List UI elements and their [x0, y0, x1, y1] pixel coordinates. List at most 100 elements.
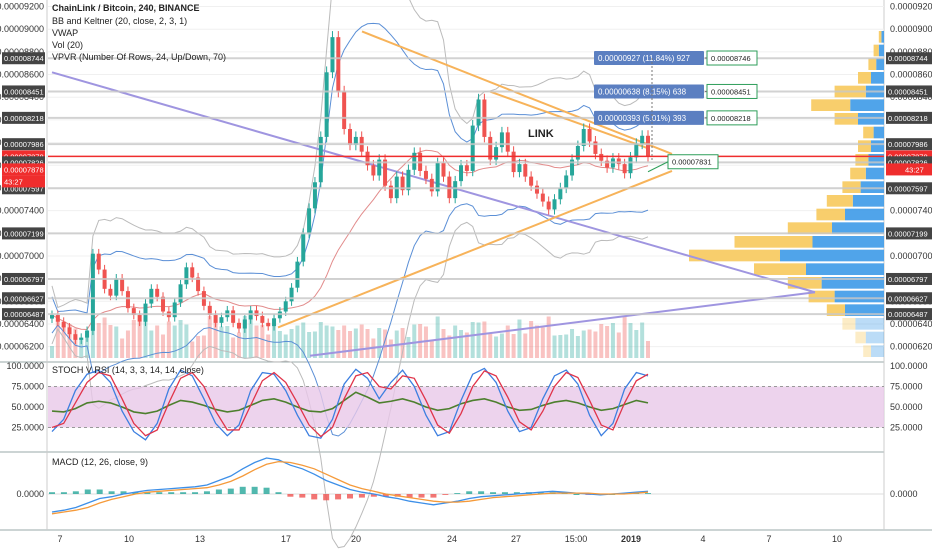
candle-body [348, 128, 352, 145]
legend-macd[interactable]: MACD (12, 26, close, 9) [52, 457, 148, 467]
candle-body [295, 261, 300, 288]
right-price-tag-label: 0.00006627 [888, 294, 928, 303]
volume-profile-down-bar [816, 208, 845, 221]
right-tick-label: 0.00008800 [890, 47, 932, 57]
candle-body [231, 310, 236, 323]
macd-pane: 0.0000 0.0000 [16, 457, 918, 515]
volume-bar [505, 325, 510, 358]
volume-bar [616, 332, 621, 358]
candle-body [628, 157, 633, 174]
left-tick-label: 0.00008800 [0, 47, 44, 57]
candle-body [90, 253, 95, 331]
candle-body [143, 303, 148, 322]
candle-body [131, 308, 136, 315]
time-tick-label: 10 [832, 534, 842, 544]
volume-bar [61, 324, 66, 358]
chart-title: ChainLink / Bitcoin, 240, BINANCE [52, 3, 200, 13]
legend-bb-keltner[interactable]: BB and Keltner (20, close, 2, 3, 1) [52, 16, 187, 26]
volume-profile-down-bar [826, 304, 845, 316]
candle-body [242, 319, 247, 329]
stoch-left-tick: 100.0000 [6, 361, 44, 371]
candle-body [312, 182, 317, 209]
stoch-left-tick: 75.0000 [11, 382, 44, 392]
volume-bar [190, 341, 195, 358]
candle-body [435, 162, 440, 192]
candle-body [494, 147, 499, 160]
candle-body [529, 176, 534, 186]
volume-bar [464, 332, 469, 358]
volume-profile-down-bar [858, 140, 871, 152]
candle-body [599, 153, 604, 161]
candle-body [464, 165, 469, 171]
volume-bar [90, 318, 95, 358]
volume-bar [587, 329, 592, 358]
right-price-tag [886, 111, 932, 124]
volume-bar [423, 326, 428, 358]
measure-label: 0.00000638 (8.15%) 638 [598, 87, 687, 96]
left-tick-label: 0.00008600 [0, 70, 44, 80]
macd-histogram-bar [347, 494, 353, 499]
macd-histogram-bar [60, 492, 67, 494]
volume-bar [131, 320, 136, 358]
volume-profile-down-bar [863, 345, 871, 357]
macd-histogram-bar [156, 492, 163, 494]
volume-profile-up-bar [834, 290, 884, 303]
legend-volume[interactable]: Vol (20) [52, 40, 83, 50]
right-tick-label: 0.00008600 [890, 70, 932, 80]
volume-profile-up-bar [806, 263, 884, 275]
candle-body [190, 267, 195, 278]
candle-body [114, 278, 119, 296]
left-price-tag [2, 308, 45, 321]
macd-right-tick: 0.0000 [890, 489, 918, 499]
left-tick-label: 0.00006400 [0, 319, 44, 329]
right-price-tag-label: 0.00008744 [888, 54, 928, 63]
candle-body [236, 322, 241, 329]
legend-vwap[interactable]: VWAP [52, 28, 78, 38]
volume-profile-up-bar [868, 154, 884, 166]
volume-bar [242, 316, 247, 358]
candle-body [353, 136, 358, 145]
candle-body [342, 91, 347, 129]
volume-profile-up-bar [852, 195, 884, 207]
candle-body [336, 37, 341, 92]
macd-histogram-bar [108, 491, 115, 494]
volume-bar [441, 329, 446, 358]
right-price-tag-label: 0.00006797 [888, 275, 928, 284]
left-price-tag [2, 272, 45, 285]
time-tick-label: 2019 [621, 534, 641, 544]
volume-profile-down-bar [787, 277, 822, 289]
legend-vpvr[interactable]: VPVR (Number Of Rows, 24, Up/Down, 70) [52, 52, 226, 62]
volume-bar [248, 316, 253, 358]
volume-bar [476, 322, 481, 358]
volume-profile [689, 31, 884, 357]
candle-body [523, 164, 528, 177]
time-tick-label: 20 [351, 534, 361, 544]
right-tick-label: 0.00009200 [890, 2, 932, 12]
candle-body [161, 296, 166, 312]
purple-ascending-trendline [309, 291, 816, 357]
volume-profile-down-bar [863, 126, 874, 139]
macd-histogram-bar [96, 489, 103, 494]
volume-bar [540, 327, 545, 358]
macd-histogram-bar [144, 492, 151, 494]
left-price-tag-label: 0.00007597 [4, 184, 44, 193]
time-axis: 7 10 13 17 20 24 27 15:00 2019 4 7 10 [57, 534, 842, 544]
macd-histogram-bar [311, 494, 318, 500]
macd-histogram-bar [168, 492, 175, 494]
macd-signal-line [51, 460, 649, 515]
right-price-tag [886, 292, 932, 305]
macd-histogram-bar [358, 494, 365, 498]
volume-bar [219, 326, 224, 358]
candle-body [85, 330, 90, 338]
legend-stoch-rsi[interactable]: STOCH V RSI (14, 3, 3, 14, 14, close) [52, 365, 204, 375]
macd-histogram-bar [442, 494, 449, 495]
left-price-tag [2, 111, 45, 124]
right-price-tag-label: 0.00007986 [888, 140, 928, 149]
right-tick-label: 0.00007400 [890, 206, 932, 216]
volume-bar [499, 333, 504, 358]
time-tick-label: 10 [124, 534, 134, 544]
volume-bar [114, 326, 119, 358]
volume-profile-down-bar [842, 318, 856, 330]
volume-bar [312, 331, 317, 358]
